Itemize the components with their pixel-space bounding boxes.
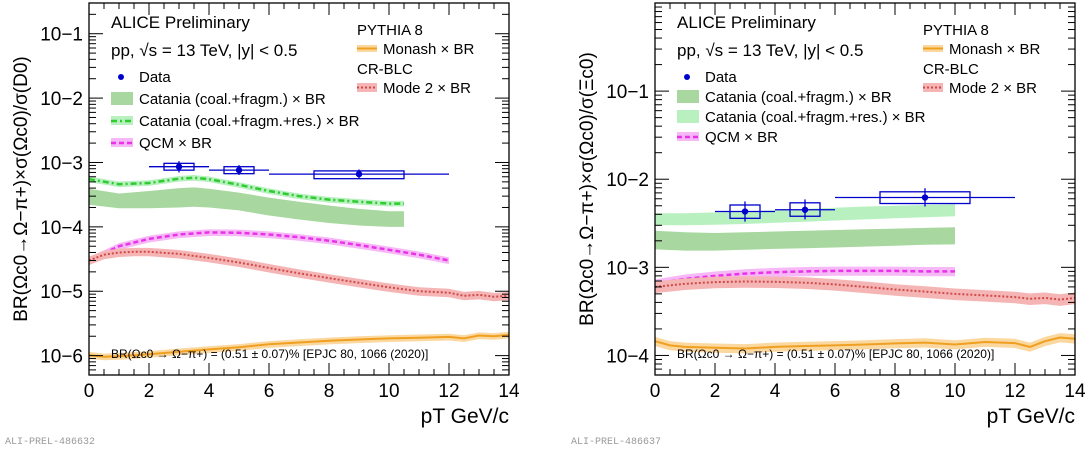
monash-line (654, 336, 1076, 350)
catania-coal-band (655, 227, 955, 251)
mode2-label: Mode 2 × BR (949, 80, 1037, 97)
x-tick-label: 2 (710, 381, 721, 402)
data-marker (355, 170, 363, 178)
x-tick-label: 14 (1064, 381, 1086, 402)
crblc-title: CR-BLC (357, 61, 413, 78)
qcm-band (89, 229, 449, 265)
mode2-line (88, 250, 510, 298)
legend-data-marker (684, 74, 690, 80)
legend-catania-res-swatch (677, 110, 699, 123)
data-point (775, 199, 835, 220)
y-tick-label: 10−5 (40, 282, 83, 303)
legend-label: Catania (coal.+fragm.) × BR (139, 91, 326, 108)
mode2-line (654, 280, 1076, 301)
y-tick-label: 10−1 (40, 25, 83, 46)
x-tick-label: 12 (438, 381, 459, 402)
plot-id: ALI-PREL-486632 (5, 437, 95, 448)
x-tick-label: 6 (830, 381, 841, 402)
data-point (209, 165, 269, 175)
legend-label: Data (705, 69, 737, 86)
plot-area (654, 188, 1076, 354)
data-point (269, 169, 449, 180)
x-tick-label: 4 (770, 381, 781, 402)
legend-label: QCM × BR (139, 135, 212, 152)
data-marker (235, 166, 243, 174)
y-tick-label: 10−4 (40, 218, 83, 239)
pythia-legend: PYTHIA 8 Monash × BR CR-BLC Mode 2 × BR (357, 22, 474, 97)
x-tick-label: 0 (650, 381, 661, 402)
collision-system: pp, √s = 13 TeV, |y| < 0.5 (111, 41, 297, 60)
legend-label: QCM × BR (705, 129, 778, 146)
y-tick-label: 10−1 (606, 82, 649, 103)
catania-coal-band (89, 187, 404, 227)
x-axis-title: pT GeV/c (987, 405, 1075, 428)
y-tick-label: 10−2 (606, 170, 649, 191)
mode2-label: Mode 2 × BR (383, 80, 471, 97)
x-tick-label: 8 (324, 381, 335, 402)
alice-header: ALICE Preliminary (111, 13, 250, 32)
pythia-title: PYTHIA 8 (357, 22, 423, 39)
y-tick-label: 10−6 (40, 347, 83, 368)
data-marker (741, 208, 749, 215)
monash-label: Monash × BR (949, 41, 1040, 58)
qcm-line (654, 269, 955, 286)
legend-label: Catania (coal.+fragm.) × BR (705, 89, 892, 106)
x-axis: 0 2 4 6 8 10 12 14 (84, 3, 520, 402)
y-axis: 10−6 10−5 10−4 10−3 10−2 10−1 (40, 13, 509, 376)
monash-label: Monash × BR (383, 41, 474, 58)
x-tick-label: 8 (890, 381, 901, 402)
x-tick-label: 0 (84, 381, 95, 402)
alice-header: ALICE Preliminary (677, 13, 816, 32)
catania-res-line (88, 176, 404, 205)
y-tick-label: 10−2 (40, 89, 83, 110)
y-axis-title: BR(Ωc0→Ω−π+)×σ(Ωc0)/σ(D0) (11, 56, 32, 322)
br-note: BR(Ωc0 → Ω−π+) = (0.51 ± 0.07)% [EPJC 80… (111, 347, 428, 361)
plot-area (88, 161, 510, 361)
legend-catania-coal-swatch (677, 90, 699, 103)
mode2-band (655, 276, 1075, 306)
legend: Data Catania (coal.+fragm.) × BR Catania (… (111, 69, 360, 152)
legend-label: Data (139, 69, 171, 86)
x-tick-label: 10 (378, 381, 399, 402)
x-axis-title: pT GeV/c (421, 405, 509, 428)
y-axis-title: BR(Ωc0→Ω−π+)×σ(Ωc0)/σ(Ξc0) (577, 52, 598, 326)
collision-system: pp, √s = 13 TeV, |y| < 0.5 (677, 41, 863, 60)
legend-label: Catania (coal.+fragm.+res.) × BR (705, 109, 926, 126)
br-note: BR(Ωc0 → Ω−π+) = (0.51 ± 0.07)% [EPJC 80… (677, 347, 994, 361)
data-point (149, 161, 209, 173)
x-tick-label: 10 (944, 381, 965, 402)
legend-data-marker (118, 74, 124, 80)
y-tick-label: 10−3 (40, 153, 83, 174)
data-point (715, 201, 775, 222)
crblc-title: CR-BLC (923, 61, 979, 78)
pythia-legend: PYTHIA 8 Monash × BR CR-BLC Mode 2 × BR (923, 22, 1040, 97)
x-tick-label: 4 (204, 381, 215, 402)
legend-label: Catania (coal.+fragm.+res.) × BR (139, 113, 360, 130)
data-marker (801, 206, 809, 213)
x-tick-label: 12 (1004, 381, 1025, 402)
y-tick-label: 10−3 (606, 258, 649, 279)
panel-left: 0 2 4 6 8 10 12 14 10−6 10−5 10−4 10−3 10−2 10−1 pT Ge… (5, 2, 520, 448)
x-tick-label: 14 (498, 381, 520, 402)
panel-right: 0 2 4 6 8 10 12 14 10−4 10−3 10−2 10−1 pT GeV/c BR(Ωc… (571, 2, 1086, 448)
x-tick-label: 6 (264, 381, 275, 402)
data-point (835, 188, 1015, 207)
pythia-title: PYTHIA 8 (923, 22, 989, 39)
data-marker (921, 194, 929, 201)
x-tick-label: 2 (144, 381, 155, 402)
data-marker (175, 163, 183, 170)
legend-catania-coal-swatch (111, 92, 133, 105)
y-tick-label: 10−4 (606, 346, 649, 367)
mode2-band (89, 247, 509, 302)
qcm-line (88, 231, 450, 262)
y-axis: 10−4 10−3 10−2 10−1 (606, 2, 1075, 376)
plot-id: ALI-PREL-486637 (571, 437, 661, 448)
monash-line (88, 333, 510, 358)
legend: Data Catania (coal.+fragm.) × BR Catania (… (677, 69, 926, 146)
